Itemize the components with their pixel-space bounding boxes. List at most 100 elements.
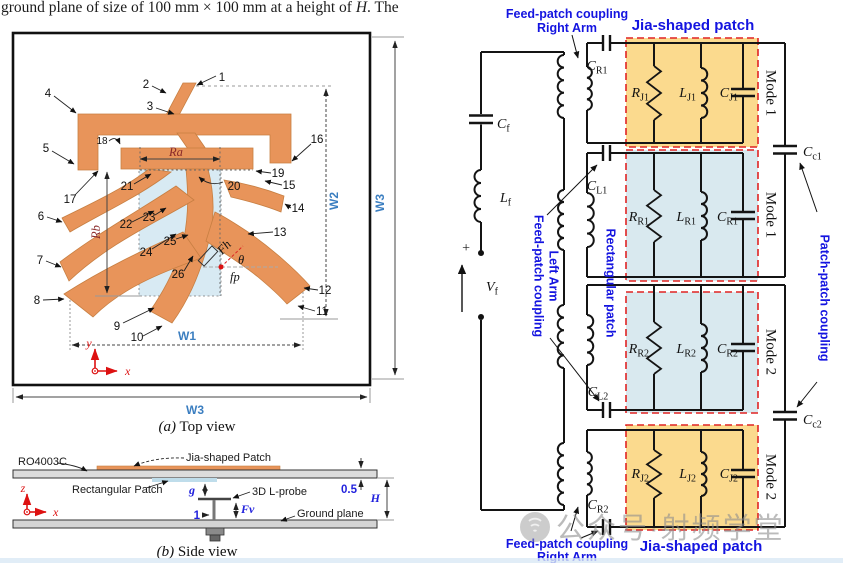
rb-label: Rb xyxy=(89,225,103,240)
sideview-diagram: RO4003C Jia-shaped Patch Rectangular Pat… xyxy=(12,452,394,560)
callout-label: 13 xyxy=(274,227,287,239)
callout-label: 8 xyxy=(34,295,40,307)
circuit-wires xyxy=(480,42,786,528)
substrate-side xyxy=(12,469,378,479)
jia-shaped-patch xyxy=(59,82,311,324)
callout-label: 26 xyxy=(172,269,185,281)
h-label: H xyxy=(370,491,381,505)
rect-patch-leader xyxy=(145,480,169,489)
x-axis-label: x xyxy=(52,505,59,519)
jia-mode1-box xyxy=(625,37,759,148)
jia-patch-leader xyxy=(133,457,185,467)
callout-label: 24 xyxy=(140,247,153,259)
w3-bottom-label: W3 xyxy=(186,403,204,417)
transformer-primary-coils xyxy=(556,54,565,506)
cf-label: Cf xyxy=(497,117,510,135)
jia-patch-top-label: Jia-shaped patch xyxy=(632,17,755,34)
feed-right-top-label-2: Right Arm xyxy=(537,21,597,35)
callout-label: 21 xyxy=(121,181,134,193)
rr2-label: RR2 xyxy=(628,342,649,360)
callout-label: 18 xyxy=(96,136,108,147)
feed-angle-line xyxy=(220,245,244,268)
w3-right-label: W3 xyxy=(373,194,387,212)
transformer-secondary-coils xyxy=(586,66,595,496)
cc1-label: Cc1 xyxy=(803,145,822,163)
probe-leader xyxy=(232,491,251,499)
lr1-label: LR1 xyxy=(676,210,696,228)
w2-label: W2 xyxy=(327,192,341,210)
feed-left-label-2: Left Arm xyxy=(547,251,561,302)
rect-patch-circuit-label: Rectangular patch xyxy=(604,228,618,337)
connector-pin xyxy=(209,534,221,542)
topview-diagram: Ra Rb W2 W3 W3 W1 Fh θ fp xyxy=(11,31,404,435)
cr2-tank-label: CR2 xyxy=(717,342,738,360)
equivalent-circuit: + Cf Lf Vf CR1 CL1 CL2 CR2 Cc1 Cc2 RJ1 L… xyxy=(457,7,832,563)
mode1-label-jia: Mode 1 xyxy=(763,70,779,116)
watermark: 公众号·射频学堂 xyxy=(520,512,785,545)
source-node-bottom xyxy=(478,314,484,320)
callout-label: 23 xyxy=(143,212,156,224)
callout-label: 19 xyxy=(272,168,285,180)
callout-label: 14 xyxy=(292,203,305,215)
jia-patch-label: Jia-shaped Patch xyxy=(186,452,271,464)
y-axis-label: y xyxy=(85,336,92,350)
sideview-caption: (b) Side view xyxy=(157,544,238,560)
cr1-label: CR1 xyxy=(586,59,607,77)
cj2-label: CJ2 xyxy=(720,467,738,485)
callout-arrows xyxy=(42,75,319,337)
callout-label: 11 xyxy=(316,306,328,318)
feed-left-label-1: Feed-patch coupling xyxy=(532,215,546,337)
theta-label: θ xyxy=(238,253,244,267)
rr1-label: RR1 xyxy=(628,210,649,228)
callout-label: 20 xyxy=(228,181,241,193)
w1-label: W1 xyxy=(178,329,196,343)
fp-label: fp xyxy=(230,270,240,284)
ground-plane-side xyxy=(12,519,378,529)
callout-label: 22 xyxy=(120,219,133,231)
one-label: 1 xyxy=(194,510,201,522)
callout-label: 7 xyxy=(37,255,43,267)
feed-right-top-label-1: Feed-patch coupling xyxy=(506,7,628,21)
watermark-text: 公众号·射频学堂 xyxy=(556,512,785,545)
watermark-icon xyxy=(520,512,550,542)
cc2-label: Cc2 xyxy=(803,413,822,431)
callout-numbers: 1 2 3 4 5 6 7 8 9 10 11 12 13 14 15 16 1… xyxy=(34,72,332,344)
substrate-label: RO4003C xyxy=(18,456,67,468)
fv-label: Fv xyxy=(240,502,255,516)
callout-label: 12 xyxy=(319,285,332,297)
callout-label: 15 xyxy=(283,180,296,192)
g-label: g xyxy=(188,483,195,497)
lf-label: Lf xyxy=(499,191,512,209)
cr1-tank-label: CR1 xyxy=(717,210,738,228)
callout-label: 25 xyxy=(164,236,177,248)
callout-label: 9 xyxy=(114,321,120,333)
callout-label: 2 xyxy=(143,79,149,91)
cj1-label: CJ1 xyxy=(720,86,738,104)
source-node-top xyxy=(478,250,484,256)
ground-leader xyxy=(280,515,296,522)
probe-footprint-outline xyxy=(197,245,219,267)
cl1-label: CL1 xyxy=(587,179,607,197)
rect-mode1-box xyxy=(625,149,759,282)
bottom-strip xyxy=(0,558,843,563)
z-axis-label: z xyxy=(20,481,26,495)
probe-label: 3D L-probe xyxy=(252,486,307,498)
callout-label: 16 xyxy=(311,134,324,146)
callout-label: 4 xyxy=(45,88,52,100)
mode2-label-rect: Mode 2 xyxy=(763,329,779,375)
rj2-label: RJ2 xyxy=(631,467,649,485)
jia-patch-bottom-label: Jia-shaped patch xyxy=(640,538,763,555)
lr2-label: LR2 xyxy=(676,342,696,360)
patch-patch-coupling-label: Patch-patch coupling xyxy=(818,234,832,361)
topview-axes: y x xyxy=(85,336,131,378)
lj2-label: LJ2 xyxy=(678,467,696,485)
circuit-annotation-arrows xyxy=(546,34,818,539)
feed-point-dot xyxy=(218,264,224,270)
topview-caption: (a) Top view xyxy=(158,419,235,435)
rect-mode2-box xyxy=(625,291,759,414)
rect-patch-label: Rectangular Patch xyxy=(72,484,163,496)
callout-label: 17 xyxy=(64,194,77,206)
rj1-label: RJ1 xyxy=(631,86,649,104)
substrate-leader xyxy=(56,462,88,472)
